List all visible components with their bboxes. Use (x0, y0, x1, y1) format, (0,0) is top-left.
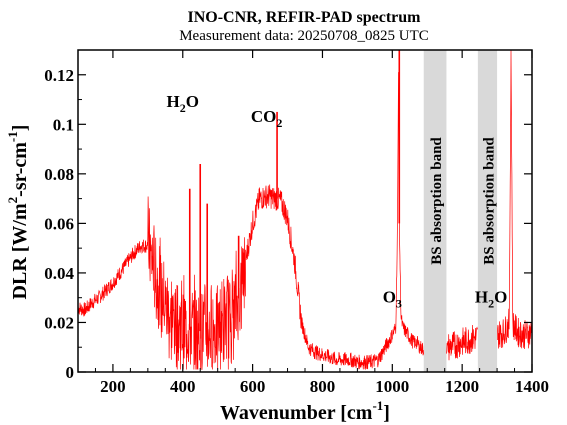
x-axis-label-main: Wavenumber [cm (220, 402, 373, 424)
y-tick-label-0: 0 (66, 363, 75, 382)
x-tick-label-4: 1000 (375, 377, 409, 396)
x-tick-label-1: 400 (170, 377, 196, 396)
x-tick-label-3: 800 (310, 377, 336, 396)
spectrum-line (77, 49, 533, 371)
x-tick-label-6: 1400 (515, 377, 549, 396)
absorption-band-label-1: BS absorption band (481, 137, 497, 265)
annotation-2: O3 (383, 288, 402, 311)
bands-layer: BS absorption band BS absorption band (423, 50, 498, 372)
absorption-band-1 (477, 50, 498, 372)
ticks-layer: 200 400 600 800 1000 1200 1400 0 0.02 0.04 0.06 0.0… (44, 50, 549, 396)
y-axis-label: DLR [W/m2-sr-cm-1] (5, 125, 31, 300)
y-axis-label-c: -sr-cm (9, 142, 31, 197)
annotation-3: H2O (475, 288, 507, 311)
y-tick-label-2: 0.04 (44, 264, 74, 283)
x-tick-label-2: 600 (240, 377, 266, 396)
y-tick-label-6: 0.12 (44, 66, 74, 85)
series-layer (77, 49, 533, 371)
y-tick-label-5: 0.1 (53, 115, 74, 134)
annotations-layer: H2O CO2 O3 H2O (167, 92, 508, 311)
chart-title: INO-CNR, REFIR-PAD spectrum (187, 9, 421, 26)
annotation-0: H2O (167, 92, 199, 115)
y-tick-label-4: 0.08 (44, 165, 74, 184)
x-axis-label-sup: -1 (372, 398, 383, 413)
y-axis-label-e: ] (9, 125, 31, 132)
y-axis-label-b: 2 (5, 197, 20, 204)
plot-frame (77, 49, 533, 373)
absorption-band-label-0: BS absorption band (429, 137, 445, 265)
y-axis-label-d: -1 (5, 131, 20, 142)
y-tick-label-3: 0.06 (44, 214, 74, 233)
x-axis-label: Wavenumber [cm-1] (220, 398, 390, 424)
y-tick-label-1: 0.02 (44, 313, 74, 332)
x-tick-label-5: 1200 (445, 377, 479, 396)
annotation-1: CO2 (251, 107, 283, 130)
absorption-band-0 (423, 50, 447, 372)
x-tick-label-0: 200 (100, 377, 126, 396)
x-axis-label-end: ] (383, 402, 390, 424)
y-axis-label-a: DLR [W/m (9, 203, 31, 299)
chart-subtitle: Measurement data: 20250708_0825 UTC (179, 28, 429, 44)
